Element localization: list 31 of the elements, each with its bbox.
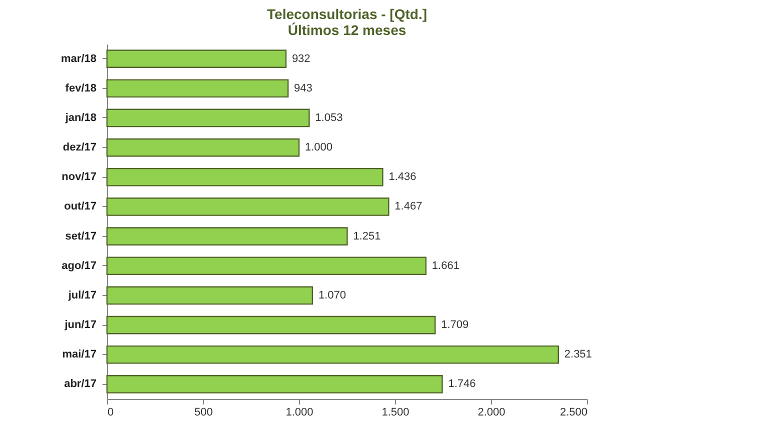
y-tick-label: abr/17 — [64, 378, 96, 390]
data-label: 1.070 — [318, 289, 346, 302]
data-label: 1.251 — [353, 230, 381, 242]
y-tick-label: jul/17 — [67, 289, 96, 302]
data-label: 2.351 — [564, 348, 592, 361]
y-tick-label: jan/18 — [64, 112, 96, 124]
y-tick-label: out/17 — [64, 200, 96, 213]
x-tick-label: 2.500 — [560, 406, 588, 418]
data-label: 1.000 — [305, 142, 333, 154]
y-tick-label: set/17 — [65, 230, 96, 242]
data-label: 943 — [294, 82, 312, 94]
x-tick-label: 1.000 — [286, 406, 314, 418]
data-label: 1.053 — [315, 112, 343, 124]
data-label: 1.709 — [441, 319, 469, 332]
data-label: 932 — [292, 52, 310, 65]
x-tick-label: 500 — [194, 406, 213, 418]
y-tick-label: fev/18 — [65, 82, 96, 94]
chart-title: Teleconsultorias - [Qtd.] Últimos 12 meses — [267, 6, 427, 38]
y-tick-label: dez/17 — [62, 142, 96, 154]
y-tick-label: mar/18 — [61, 52, 96, 65]
y-tick-label: mai/17 — [62, 348, 96, 361]
x-tick-label: 1.500 — [382, 406, 410, 418]
x-tick-label: 2.000 — [478, 406, 506, 418]
data-label: 1.467 — [394, 200, 422, 213]
y-tick-label: ago/17 — [62, 260, 96, 272]
y-tick-label: jun/17 — [64, 319, 96, 332]
data-label: 1.436 — [388, 171, 416, 184]
y-tick-label: nov/17 — [62, 171, 96, 184]
data-label: 1.661 — [432, 260, 460, 272]
x-tick-label: 0 — [108, 406, 114, 418]
data-label: 1.746 — [448, 378, 476, 390]
